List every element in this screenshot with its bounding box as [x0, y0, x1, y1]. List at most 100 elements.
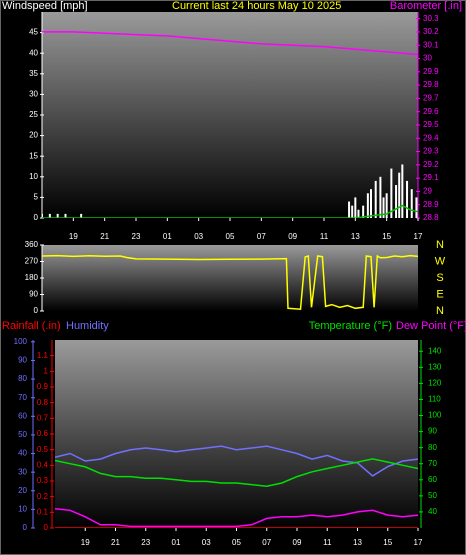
- y-tick-label: 140: [428, 346, 442, 355]
- y-tick-label: 270: [25, 257, 39, 266]
- bar: [64, 213, 67, 218]
- x-tick-label: 15: [383, 538, 392, 547]
- series-line: [55, 458, 418, 487]
- y-tick-label: 28.8: [423, 213, 439, 222]
- y-tick-label: 0.5: [37, 445, 49, 454]
- x-tick-label: 17: [414, 232, 423, 241]
- y-tick-label: 28.9: [423, 200, 439, 209]
- bar: [379, 176, 382, 218]
- y-tick-label: 40: [29, 48, 38, 57]
- y-tick-label: 90: [29, 290, 38, 299]
- bar: [401, 164, 404, 218]
- series-line: [42, 31, 418, 56]
- bar: [366, 193, 369, 218]
- x-tick-label: 15: [382, 232, 391, 241]
- title: Current last 24 hours May 10 2025: [172, 0, 341, 12]
- y-tick-label: E: [436, 288, 443, 300]
- bar: [56, 213, 59, 218]
- y-tick-label: 110: [428, 395, 441, 404]
- y-label: Windspeed [mph]: [2, 0, 88, 12]
- y-tick-label: 20: [18, 486, 27, 495]
- y-tick-label: 29.9: [423, 67, 439, 76]
- bar: [385, 193, 388, 218]
- y-tick-label: 30.3: [423, 14, 439, 23]
- y-tick-label: 360: [25, 240, 39, 249]
- x-tick-label: 23: [132, 232, 141, 241]
- y-tick-label: 0.7: [37, 413, 49, 422]
- bar: [415, 197, 418, 218]
- y-tick-label: S: [436, 272, 443, 284]
- y-tick-label: 90: [428, 427, 437, 436]
- bar: [357, 209, 360, 218]
- bar: [48, 213, 51, 218]
- y-tick-label: 120: [428, 378, 442, 387]
- y-tick-label: 0: [44, 523, 49, 532]
- y-tick-label: 0.3: [37, 476, 49, 485]
- y-tick-label: 0.1: [37, 507, 49, 516]
- y-tick-label: 70: [428, 459, 437, 468]
- y-tick-label: 0.2: [37, 492, 49, 501]
- series-label: Dew Point (°F): [396, 320, 466, 332]
- y-tick-label: 15: [29, 151, 38, 160]
- x-tick-label: 11: [323, 538, 332, 547]
- y-tick-label: 60: [18, 411, 27, 420]
- panel: [55, 340, 418, 528]
- series-line: [42, 204, 418, 218]
- y-tick-label: 100: [428, 411, 442, 420]
- y-tick-label: 29.4: [423, 133, 439, 142]
- x-tick-label: 09: [293, 538, 302, 547]
- series-line: [55, 445, 418, 477]
- series-line: [42, 254, 418, 311]
- y-tick-label: 80: [428, 443, 437, 452]
- y-tick-label: 70: [18, 393, 27, 402]
- x-tick-label: 01: [172, 538, 181, 547]
- x-tick-label: 05: [232, 538, 241, 547]
- y-tick-label: 90: [18, 356, 27, 365]
- bar: [351, 205, 354, 218]
- x-tick-label: 03: [194, 232, 203, 241]
- y-tick-label: 0.4: [37, 460, 49, 469]
- y-tick-label: 29: [423, 187, 432, 196]
- bar: [42, 213, 43, 218]
- y-tick-label: 50: [428, 491, 437, 500]
- x-tick-label: 13: [353, 538, 362, 547]
- series-label: Temperature (°F): [309, 320, 392, 332]
- bar: [362, 205, 365, 218]
- y-tick-label: 30.1: [423, 40, 439, 49]
- y-tick-label: 130: [428, 362, 442, 371]
- y-tick-label: 0.8: [37, 398, 49, 407]
- x-tick-label: 21: [100, 232, 109, 241]
- y-tick-label: 5: [34, 193, 39, 202]
- y-tick-label: 25: [29, 110, 38, 119]
- y-tick-label: 100: [14, 337, 28, 346]
- y-tick-label: N: [436, 305, 444, 317]
- bar: [410, 189, 413, 218]
- y-tick-label: 10: [18, 504, 27, 513]
- y-tick-label: 40: [428, 507, 437, 516]
- y-tick-label: 29.2: [423, 160, 439, 169]
- x-tick-label: 19: [69, 232, 78, 241]
- y-tick-label: 20: [29, 131, 38, 140]
- bar: [374, 180, 377, 218]
- y-tick-label: 29.1: [423, 173, 439, 182]
- y-tick-label: 0.9: [37, 382, 49, 391]
- panel: [42, 245, 418, 311]
- y-tick-label: 60: [428, 475, 437, 484]
- x-tick-label: 19: [81, 538, 90, 547]
- bar: [370, 189, 372, 218]
- x-tick-label: 11: [320, 232, 329, 241]
- x-tick-label: 03: [202, 538, 211, 547]
- y-tick-label: 0: [34, 213, 39, 222]
- y-tick-label: 35: [29, 69, 38, 78]
- bar: [354, 197, 357, 218]
- bar: [390, 168, 393, 218]
- y-tick-label: W: [435, 255, 446, 267]
- bar: [80, 213, 83, 218]
- x-tick-label: 05: [226, 232, 235, 241]
- y-tick-label: 0: [23, 523, 28, 532]
- series-line: [55, 507, 418, 528]
- x-tick-label: 07: [262, 538, 271, 547]
- y-tick-label: 29.6: [423, 107, 439, 116]
